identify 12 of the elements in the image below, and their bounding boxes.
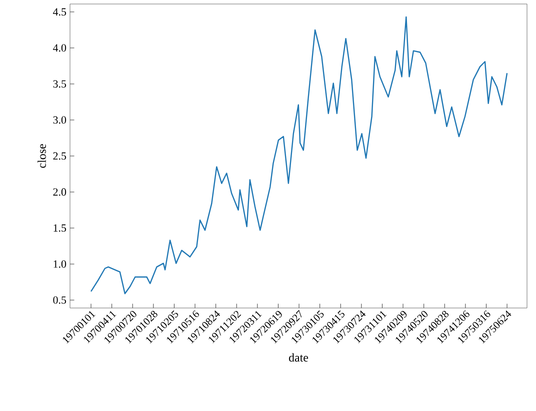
- y-tick-label: 4.0: [53, 44, 66, 52]
- y-tick-label: 0.5: [53, 296, 66, 304]
- y-tick-label: 2.0: [53, 188, 66, 196]
- y-tick-label: 1.5: [54, 224, 66, 232]
- y-tick-label: 4.5: [53, 8, 66, 16]
- x-axis-title: date: [288, 353, 308, 362]
- y-axis-title: close: [38, 144, 46, 168]
- y-tick-label: 2.5: [53, 152, 66, 160]
- y-tick-label: 3.5: [53, 80, 66, 88]
- line-series: [90, 16, 508, 294]
- y-tick-label: 1.0: [54, 260, 66, 268]
- y-tick-label: 3.0: [53, 116, 66, 124]
